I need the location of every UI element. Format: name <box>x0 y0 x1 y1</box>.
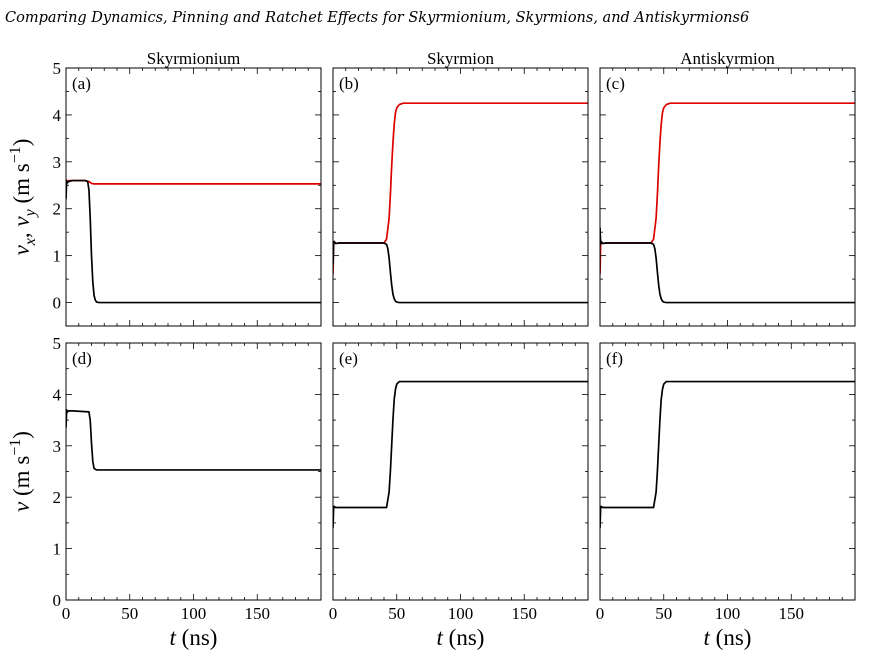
label-part: v <box>9 216 34 227</box>
panel-label: (d) <box>72 349 92 368</box>
label-part: ) <box>9 431 34 439</box>
label-part: y <box>22 208 39 218</box>
label-part: ) <box>9 139 34 147</box>
y-tick-label: 0 <box>53 294 62 313</box>
label-part: (ns) <box>443 625 485 650</box>
y-tick-label: 2 <box>53 200 62 219</box>
plot-area <box>333 380 588 529</box>
page-header: Comparing Dynamics, Pinning and Ratchet … <box>5 10 749 26</box>
y-tick-label: 3 <box>53 153 62 172</box>
plot-area <box>600 380 855 529</box>
x-tick-label: 150 <box>245 604 271 623</box>
label-part: , <box>9 227 34 239</box>
column-title: Skyrmion <box>427 49 495 68</box>
y-tick-label: 1 <box>53 540 62 559</box>
label-part: (m s <box>9 163 34 209</box>
x-tick-label: 150 <box>512 604 538 623</box>
series-line-black <box>333 240 588 304</box>
page-number: 6 <box>739 10 750 26</box>
column-title: Skyrmionium <box>147 49 241 68</box>
x-axis-label: t (ns) <box>704 625 752 650</box>
y-tick-label: 5 <box>53 59 62 78</box>
y-tick-label: 3 <box>53 437 62 456</box>
panel-label: (c) <box>606 74 625 93</box>
plot-frame <box>332 67 589 327</box>
label-part: v <box>9 244 34 255</box>
x-tick-label: 100 <box>181 604 207 623</box>
panel-label: (e) <box>339 349 358 368</box>
plot-area <box>333 102 588 304</box>
x-tick-label: 100 <box>448 604 474 623</box>
x-tick-label: 50 <box>655 604 672 623</box>
series-line-red <box>333 102 588 275</box>
y-tick-label: 4 <box>53 385 62 404</box>
page-header-title: Comparing Dynamics, Pinning and Ratchet … <box>5 10 740 26</box>
plot-area <box>66 408 321 471</box>
panel-c: (c) Antiskyrmion <box>599 49 856 327</box>
x-tick-label: 0 <box>62 604 71 623</box>
y-tick-label: 2 <box>53 488 62 507</box>
panel-e: 0 50 100 150 (e) t (ns) <box>329 342 589 650</box>
series-line-red <box>66 179 321 191</box>
label-part: −1 <box>7 146 24 163</box>
label-part: v <box>9 501 34 512</box>
y-tick-label: 1 <box>53 247 62 266</box>
plot-frame <box>65 67 322 327</box>
label-part: t <box>704 625 711 650</box>
y-tick-label: 0 <box>53 591 62 610</box>
y-axis-label: v (m s−1) <box>7 431 34 512</box>
x-tick-label: 100 <box>715 604 741 623</box>
plot-area <box>66 179 321 304</box>
column-title: Antiskyrmion <box>680 49 775 68</box>
label-part: (m s <box>9 456 34 502</box>
series-line-black <box>333 380 588 529</box>
plot-frame <box>599 67 856 327</box>
y-tick-label: 5 <box>53 334 62 353</box>
panel-label: (a) <box>72 74 91 93</box>
series-line-black <box>600 380 855 529</box>
label-part: (ns) <box>176 625 218 650</box>
y-tick-label: 4 <box>53 106 62 125</box>
label-part: (ns) <box>710 625 752 650</box>
label-part: t <box>170 625 177 650</box>
panel-label: (b) <box>339 74 359 93</box>
x-axis-label: t (ns) <box>170 625 218 650</box>
y-axis-label: vx, vy (m s−1) <box>7 139 39 256</box>
label-part: t <box>437 625 444 650</box>
plot-frame <box>65 342 322 601</box>
series-line-black <box>600 227 855 304</box>
x-tick-label: 50 <box>121 604 138 623</box>
plot-area <box>600 102 855 304</box>
series-line-black <box>66 408 321 471</box>
x-tick-label: 0 <box>329 604 338 623</box>
x-axis-label: t (ns) <box>437 625 485 650</box>
panel-f: 0 50 100 150 (f) t (ns) <box>596 342 856 650</box>
series-line-black <box>66 179 321 304</box>
panel-b: (b) Skyrmion <box>332 49 589 327</box>
panel-label: (f) <box>606 349 623 368</box>
x-tick-label: 150 <box>779 604 805 623</box>
x-tick-label: 50 <box>388 604 405 623</box>
series-line-red <box>600 102 855 275</box>
label-part: x <box>22 238 39 246</box>
label-part: −1 <box>7 439 24 456</box>
x-tick-label: 0 <box>596 604 605 623</box>
